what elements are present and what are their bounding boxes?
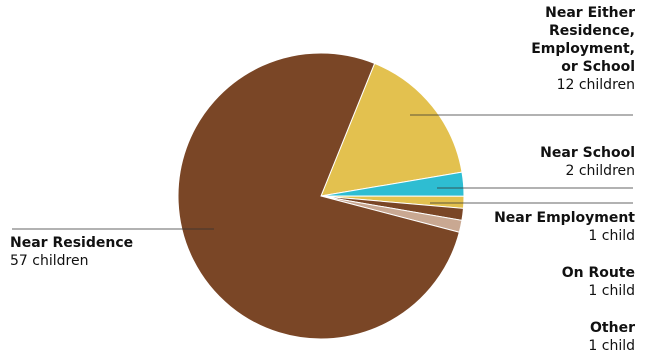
label-other-name: Other [590, 320, 635, 336]
label-either-name-4: or School [561, 59, 635, 75]
label-other: Other 1 child [588, 319, 635, 355]
label-school-value: 2 children [565, 163, 635, 179]
label-either: Near Either Residence, Employment, or Sc… [531, 4, 635, 94]
label-either-name-3: Employment, [531, 41, 635, 57]
label-employment: Near Employment 1 child [494, 209, 635, 245]
label-school-name: Near School [540, 145, 635, 161]
label-route-name: On Route [561, 265, 635, 281]
label-school: Near School 2 children [540, 144, 635, 180]
label-either-value: 12 children [556, 77, 635, 93]
label-residence: Near Residence 57 children [10, 234, 133, 270]
pie-slice-either [320, 62, 463, 197]
pie-slice-residence [177, 52, 460, 340]
label-residence-value: 57 children [10, 253, 89, 269]
label-employment-value: 1 child [588, 228, 635, 244]
label-employment-name: Near Employment [494, 210, 635, 226]
label-either-name-2: Residence, [548, 23, 635, 39]
label-route-value: 1 child [588, 283, 635, 299]
label-other-value: 1 child [588, 338, 635, 354]
label-route: On Route 1 child [562, 264, 635, 300]
label-residence-name: Near Residence [10, 235, 134, 251]
label-either-name-1: Near Either [545, 5, 635, 21]
